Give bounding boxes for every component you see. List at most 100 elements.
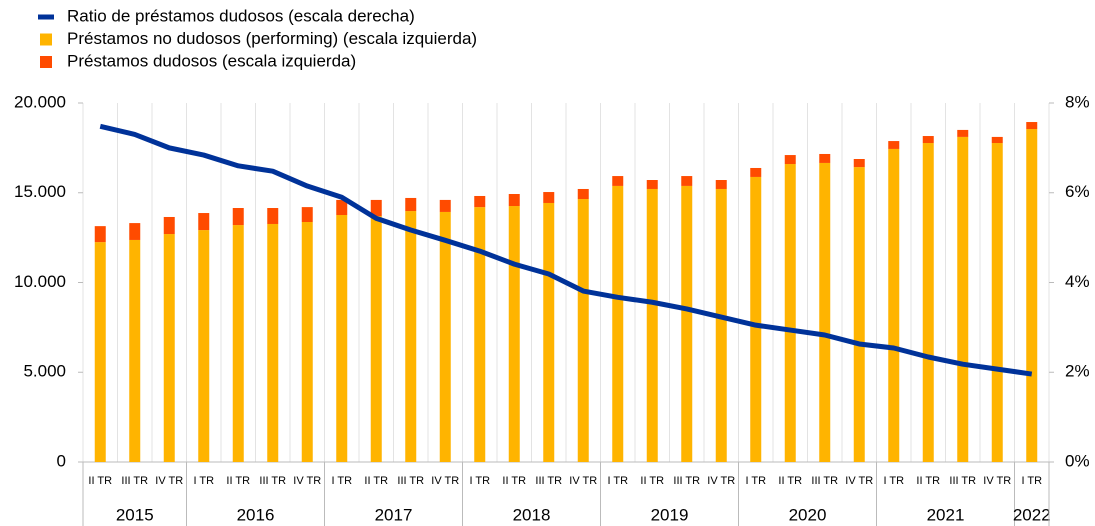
y-tick-label: 10.000 <box>14 272 66 291</box>
bar-segment <box>1026 129 1038 462</box>
bar-segment <box>301 222 313 462</box>
group-label: 2016 <box>237 505 275 524</box>
bar-segment <box>405 197 417 212</box>
bar-segment <box>336 199 348 216</box>
x-tick-label: I TR <box>469 475 490 487</box>
x-tick-label: II TR <box>778 475 802 487</box>
bar-segment <box>232 225 244 462</box>
bar-segment <box>405 211 417 462</box>
bar-segment <box>957 129 969 137</box>
y-tick-label: 15.000 <box>14 182 66 201</box>
group-label: 2021 <box>927 505 965 524</box>
legend-label: Ratio de préstamos dudosos (escala derec… <box>67 6 415 25</box>
bar-segment <box>991 143 1003 462</box>
bar-segment <box>612 185 624 462</box>
x-tick-label: III TR <box>121 475 148 487</box>
bar-segment <box>370 199 382 217</box>
bar-segment <box>922 136 934 144</box>
y2-tick-label: 8% <box>1065 92 1090 111</box>
bar-segment <box>439 199 451 212</box>
x-tick-label: III TR <box>259 475 286 487</box>
bar-segment <box>94 226 106 243</box>
legend-swatch <box>40 33 52 46</box>
group-label: 2018 <box>513 505 551 524</box>
bar-segment <box>474 207 486 462</box>
x-tick-label: II TR <box>88 475 112 487</box>
bar-segment <box>94 242 106 462</box>
bar-segment <box>163 234 175 462</box>
bar-segment <box>784 164 796 462</box>
bar-segment <box>646 188 658 462</box>
group-label: 2020 <box>789 505 827 524</box>
x-tick-label: IV TR <box>293 475 321 487</box>
bar-segment <box>336 215 348 462</box>
group-label: 2015 <box>116 505 154 524</box>
bar-segment <box>370 216 382 462</box>
x-tick-label: I TR <box>331 475 352 487</box>
bar-segment <box>681 176 693 186</box>
bar-segment <box>888 141 900 149</box>
x-tick-label: II TR <box>502 475 526 487</box>
bar-segment <box>991 136 1003 144</box>
x-tick-label: III TR <box>811 475 838 487</box>
y-tick-label: 5.000 <box>23 362 66 381</box>
bar-segment <box>301 207 313 223</box>
x-tick-label: III TR <box>535 475 562 487</box>
x-tick-label: I TR <box>1021 475 1042 487</box>
bar-segment <box>819 153 831 163</box>
bar-segment <box>715 188 727 462</box>
bar-segment <box>1026 122 1038 130</box>
x-tick-label: IV TR <box>983 475 1011 487</box>
bar-segment <box>853 167 865 463</box>
bar-segment <box>577 188 589 200</box>
bar-segment <box>646 180 658 189</box>
bar-segment <box>439 211 451 462</box>
x-tick-label: III TR <box>949 475 976 487</box>
x-tick-label: II TR <box>640 475 664 487</box>
y2-tick-label: 2% <box>1065 362 1090 381</box>
x-tick-label: II TR <box>916 475 940 487</box>
legend-label: Préstamos dudosos (escala izquierda) <box>67 51 356 70</box>
bar-segment <box>508 206 520 462</box>
bar-segment <box>784 155 796 165</box>
x-tick-label: II TR <box>364 475 388 487</box>
x-tick-label: I TR <box>883 475 904 487</box>
y-tick-label: 0 <box>57 451 66 470</box>
bar-segment <box>750 176 762 463</box>
bar-segment <box>888 148 900 462</box>
bar-segment <box>163 216 175 235</box>
x-tick-label: II TR <box>226 475 250 487</box>
bar-segment <box>129 223 141 240</box>
bar-segment <box>543 192 555 203</box>
group-label: 2019 <box>651 505 689 524</box>
bar-segment <box>853 159 865 168</box>
y-tick-label: 20.000 <box>14 92 66 111</box>
x-tick-label: III TR <box>397 475 424 487</box>
bar-segment <box>198 230 210 462</box>
bar-segment <box>232 208 244 226</box>
x-tick-label: III TR <box>673 475 700 487</box>
bar-segment <box>267 208 279 224</box>
bar-segment <box>577 199 589 462</box>
x-tick-label: IV TR <box>569 475 597 487</box>
x-tick-label: IV TR <box>155 475 183 487</box>
group-label: 2022 <box>1013 505 1051 524</box>
bar-segment <box>198 213 210 231</box>
x-tick-label: IV TR <box>707 475 735 487</box>
bar-segment <box>715 180 727 189</box>
bar-segment <box>543 202 555 462</box>
bar-segment <box>750 167 762 177</box>
bar-segment <box>681 185 693 462</box>
bar-segment <box>819 162 831 462</box>
bar-segment <box>612 176 624 186</box>
x-tick-label: IV TR <box>431 475 459 487</box>
x-tick-label: I TR <box>607 475 628 487</box>
y2-tick-label: 4% <box>1065 272 1090 291</box>
bar-segment <box>267 223 279 462</box>
bar-segment <box>474 195 486 208</box>
x-tick-label: I TR <box>745 475 766 487</box>
bar-segment <box>922 143 934 462</box>
x-tick-label: I TR <box>193 475 214 487</box>
bar-segment <box>129 239 141 462</box>
